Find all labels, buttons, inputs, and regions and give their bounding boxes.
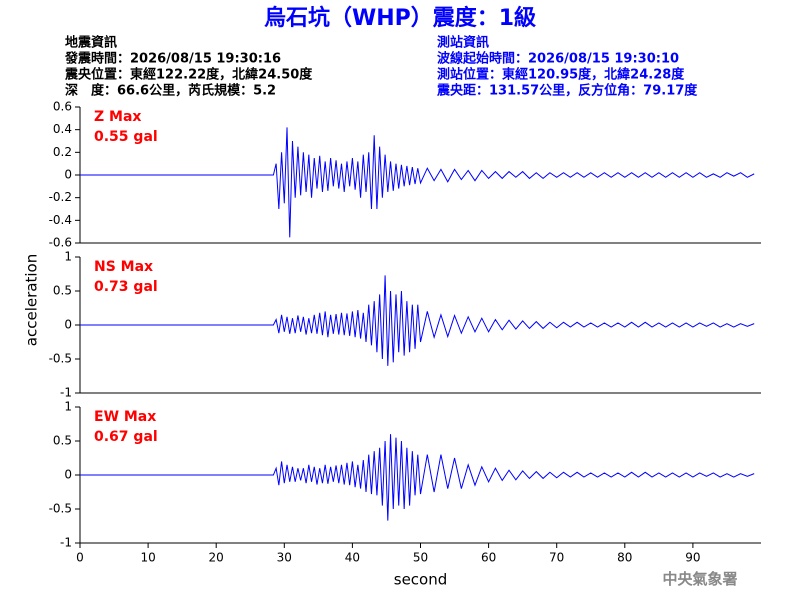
- x-tick-label: 0: [76, 551, 84, 565]
- x-tick-label: 40: [345, 551, 360, 565]
- y-tick-label: -0.6: [49, 236, 72, 250]
- x-tick-label: 20: [209, 551, 224, 565]
- y-tick-label: 1: [64, 250, 72, 264]
- y-axis-label: acceleration: [23, 254, 41, 346]
- annotation: 0.55 gal: [94, 129, 158, 145]
- annotation: EW Max: [94, 409, 156, 425]
- info-line: 波線起始時間：2026/08/15 19:30:10: [437, 51, 679, 67]
- info-line: 深 度：66.6公里，芮氏規模：5.2: [65, 83, 276, 99]
- annotation: Z Max: [94, 109, 141, 125]
- y-tick-label: -0.5: [49, 502, 72, 516]
- info-line: 測站資訊: [437, 35, 489, 51]
- y-tick-label: 0: [64, 468, 72, 482]
- waveform: [80, 434, 755, 521]
- footer: 中央氣象署: [662, 570, 737, 588]
- y-tick-label: 0: [64, 318, 72, 332]
- info-line: 發震時間：2026/08/15 19:30:16: [64, 51, 281, 67]
- y-tick-label: -0.5: [49, 352, 72, 366]
- info-line: 地震資訊: [65, 35, 117, 51]
- y-tick-label: -1: [60, 536, 72, 550]
- x-tick-label: 50: [413, 551, 428, 565]
- x-tick-label: 80: [617, 551, 632, 565]
- x-tick-label: 60: [481, 551, 496, 565]
- y-tick-label: 1: [64, 400, 72, 414]
- y-tick-label: -1: [60, 386, 72, 400]
- annotation: NS Max: [94, 259, 153, 275]
- y-tick-label: 0.2: [53, 145, 72, 159]
- waveform: [80, 275, 755, 366]
- x-tick-label: 10: [140, 551, 155, 565]
- x-tick-label: 70: [549, 551, 564, 565]
- y-tick-label: -0.4: [49, 213, 72, 227]
- y-tick-label: 0.5: [53, 434, 72, 448]
- waveform: [80, 127, 755, 238]
- annotation: 0.73 gal: [94, 279, 158, 295]
- info-line: 震央位置：東經122.22度，北緯24.50度: [64, 67, 313, 83]
- y-tick-label: 0: [64, 168, 72, 182]
- title: 烏石坑（WHP）震度：1級: [264, 5, 536, 31]
- annotation: 0.67 gal: [94, 429, 158, 445]
- info-line: 震央距：131.57公里，反方位角：79.17度: [436, 83, 698, 99]
- x-tick-label: 90: [685, 551, 700, 565]
- y-tick-label: -0.2: [49, 190, 72, 204]
- info-line: 測站位置：東經120.95度，北緯24.28度: [437, 67, 685, 83]
- x-tick-label: 30: [277, 551, 292, 565]
- x-axis-label: second: [394, 571, 448, 589]
- y-tick-label: 0.4: [53, 122, 72, 136]
- y-tick-label: 0.6: [53, 100, 72, 114]
- y-tick-label: 0.5: [53, 284, 72, 298]
